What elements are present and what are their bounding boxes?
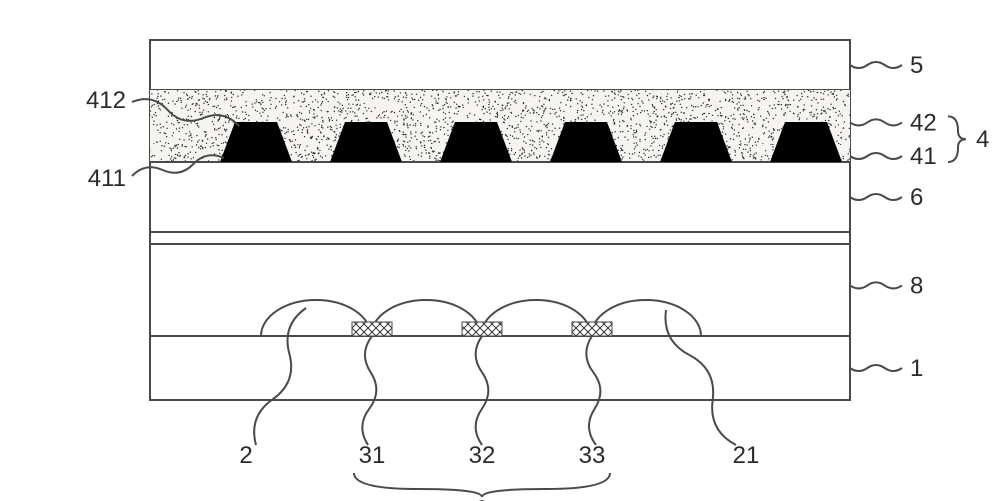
hatched-1 [352,322,392,336]
label-32: 32 [469,442,496,469]
label-5: 5 [910,52,923,79]
label-3: 3 [475,496,488,501]
label-6: 6 [910,184,923,211]
label-1: 1 [910,355,923,382]
label-8: 8 [910,272,923,299]
hatched-3 [572,322,612,336]
label-4: 4 [976,126,989,153]
label-412: 412 [86,87,126,114]
label-411: 411 [88,165,126,192]
brace-4 [948,116,966,162]
hatched-2 [462,322,502,336]
diagram-svg: 5424168144124112213132333 [0,0,1000,501]
label-42: 42 [910,109,937,136]
label-21: 21 [733,442,760,469]
label-31: 31 [359,442,386,469]
label-41: 41 [910,143,937,170]
label-33: 33 [579,442,606,469]
label-2: 2 [239,442,252,469]
brace-3 [354,473,610,497]
